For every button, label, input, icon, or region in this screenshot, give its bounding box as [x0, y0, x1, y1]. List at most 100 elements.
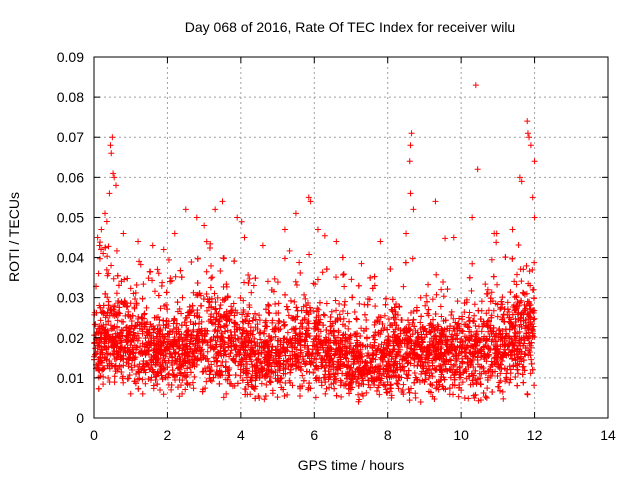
data-point — [200, 368, 207, 375]
data-point — [501, 365, 508, 372]
data-point — [389, 296, 396, 303]
data-point — [163, 289, 170, 296]
data-point — [517, 266, 524, 273]
data-point — [183, 343, 190, 350]
data-point — [260, 330, 267, 337]
data-point — [268, 349, 275, 356]
data-point — [133, 301, 140, 308]
data-point — [422, 325, 429, 332]
data-point — [287, 369, 294, 376]
data-point — [439, 383, 446, 390]
data-point — [239, 330, 246, 337]
data-point — [417, 362, 424, 369]
data-point — [277, 338, 284, 345]
data-point — [191, 363, 198, 370]
data-point — [119, 343, 126, 350]
data-point — [92, 345, 99, 352]
data-point — [314, 305, 321, 312]
data-point — [269, 343, 276, 350]
data-point — [209, 343, 216, 350]
data-point — [388, 306, 395, 313]
data-point — [496, 326, 503, 333]
data-point — [217, 372, 224, 379]
data-point — [207, 284, 214, 291]
data-point — [410, 206, 417, 213]
data-point — [216, 371, 223, 378]
data-point — [498, 304, 505, 311]
data-point — [526, 348, 533, 355]
data-point — [95, 270, 102, 277]
data-point — [508, 348, 515, 355]
data-point — [478, 370, 485, 377]
data-point — [102, 314, 109, 321]
data-point — [250, 348, 257, 355]
data-point — [276, 367, 283, 374]
data-point — [333, 274, 340, 281]
data-point — [341, 283, 348, 290]
data-point — [471, 301, 478, 308]
data-point — [268, 363, 275, 370]
axis-ticks: 0 2 4 6 8 10 12 1400.010.020.030.040.050.060.07… — [57, 49, 616, 443]
data-point — [204, 355, 211, 362]
y-tick-label: 0 — [76, 410, 84, 426]
data-point — [483, 358, 490, 365]
data-point — [212, 305, 219, 312]
data-point — [222, 351, 229, 358]
data-point — [142, 362, 149, 369]
data-point — [194, 339, 201, 346]
data-point — [332, 348, 339, 355]
data-point — [254, 356, 261, 363]
data-point — [466, 309, 473, 316]
data-point — [113, 247, 120, 254]
data-point — [528, 326, 535, 333]
data-point — [499, 316, 506, 323]
data-point — [291, 326, 298, 333]
data-point — [352, 378, 359, 385]
data-point — [342, 350, 349, 357]
data-point — [403, 230, 410, 237]
data-point — [469, 351, 476, 358]
data-point — [238, 333, 245, 340]
data-point — [312, 317, 319, 324]
data-point — [160, 246, 167, 253]
data-point — [169, 353, 176, 360]
data-point — [334, 366, 341, 373]
data-point — [305, 346, 312, 353]
data-point — [531, 315, 538, 322]
data-point — [521, 350, 528, 357]
data-point — [485, 318, 492, 325]
data-point — [431, 395, 438, 402]
data-point — [206, 299, 213, 306]
data-point — [429, 382, 436, 389]
data-point — [306, 380, 313, 387]
data-point — [237, 366, 244, 373]
data-point — [340, 331, 347, 338]
data-point — [220, 348, 227, 355]
data-point — [135, 313, 142, 320]
data-point — [529, 194, 536, 201]
data-point — [225, 372, 232, 379]
data-point — [263, 323, 270, 330]
data-point — [221, 328, 228, 335]
data-point — [429, 316, 436, 323]
data-point — [139, 295, 146, 302]
data-point — [204, 307, 211, 314]
data-point — [528, 356, 535, 363]
data-point — [483, 310, 490, 317]
data-point — [362, 359, 369, 366]
data-point — [234, 335, 241, 342]
data-point — [495, 383, 502, 390]
data-point — [109, 134, 116, 141]
data-point — [379, 321, 386, 328]
data-point — [147, 321, 154, 328]
data-point — [488, 358, 495, 365]
data-point — [369, 378, 376, 385]
data-point — [141, 311, 148, 318]
data-point — [439, 331, 446, 338]
data-point — [351, 352, 358, 359]
data-point — [241, 234, 248, 241]
data-point — [405, 367, 412, 374]
data-point — [507, 316, 514, 323]
data-point — [323, 300, 330, 307]
